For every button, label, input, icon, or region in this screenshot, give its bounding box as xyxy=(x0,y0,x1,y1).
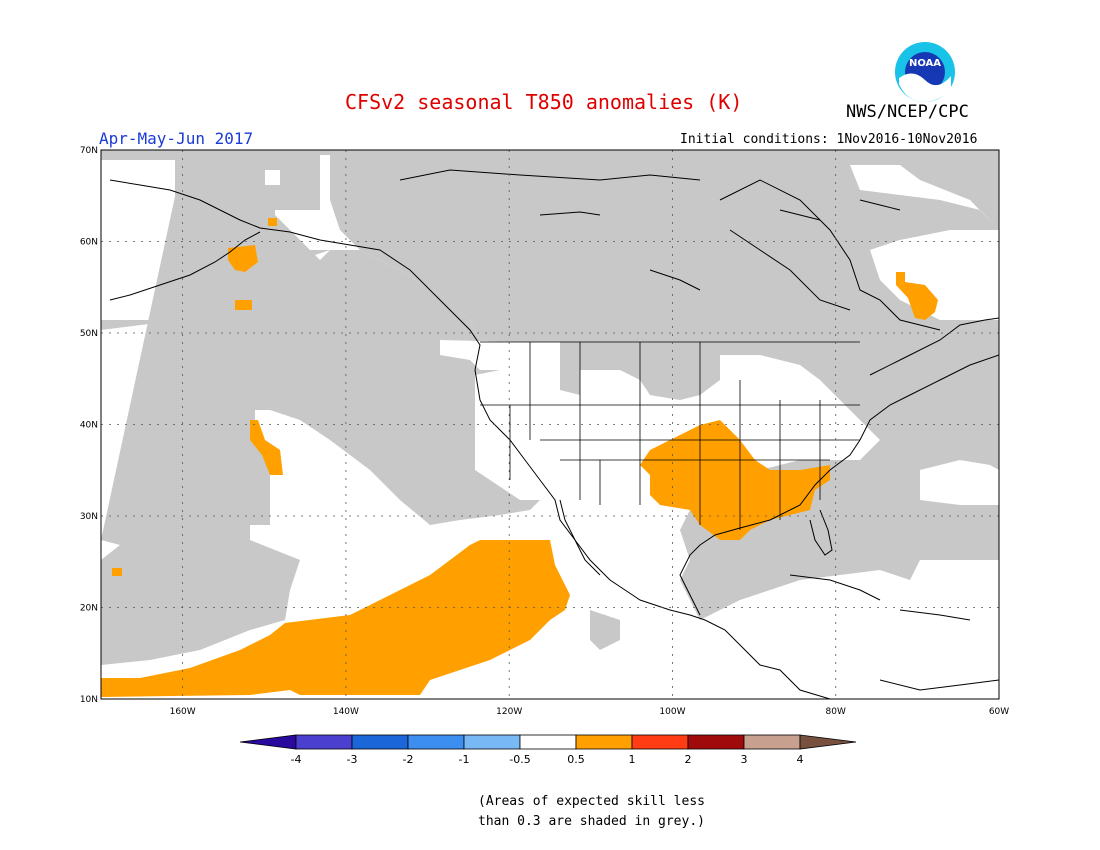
colorbar-label: 2 xyxy=(685,753,692,766)
colorbar-segment xyxy=(687,734,745,750)
colorbar-label: 3 xyxy=(741,753,748,766)
logo-text: NOAA xyxy=(909,58,941,69)
agency-label: NWS/NCEP/CPC xyxy=(846,102,969,122)
colorbar-arrow-low xyxy=(239,734,297,750)
noaa-logo: NOAA xyxy=(893,40,957,104)
colorbar-segment xyxy=(631,734,689,750)
longitude-labels: 160W 140W 120W 100W 80W 60W xyxy=(170,707,1010,717)
colorbar-segment xyxy=(351,734,409,750)
lon-label: 60W xyxy=(989,707,1009,717)
coastlines xyxy=(109,169,999,699)
map-frame xyxy=(100,149,1000,700)
latitude-labels: 70N 60N 50N 40N 30N 20N 10N xyxy=(80,146,98,705)
lon-label: 80W xyxy=(826,707,846,717)
colorbar: -4 -3 -2 -1 -0.5 0.5 1 2 3 4 xyxy=(239,734,857,766)
colorbar-segment xyxy=(295,734,353,750)
colorbar-label: -4 xyxy=(291,753,302,766)
colorbar-label: 4 xyxy=(797,753,804,766)
lat-label: 50N xyxy=(80,329,98,339)
footnote-line1: (Areas of expected skill less xyxy=(478,794,705,809)
footnote-line2: than 0.3 are shaded in grey.) xyxy=(478,814,705,829)
colorbar-label: -3 xyxy=(347,753,358,766)
colorbar-segment xyxy=(519,734,577,750)
lat-label: 30N xyxy=(80,512,98,522)
lon-label: 160W xyxy=(170,707,196,717)
lat-label: 20N xyxy=(80,604,98,614)
warm-anomaly-regions xyxy=(101,218,938,697)
lat-label: 40N xyxy=(80,421,98,431)
lat-label: 60N xyxy=(80,238,98,248)
colorbar-label: 0.5 xyxy=(567,753,585,766)
footnote: (Areas of expected skill less than 0.3 a… xyxy=(478,792,705,832)
lon-label: 100W xyxy=(659,707,685,717)
chart-title: CFSv2 seasonal T850 anomalies (K) xyxy=(345,90,743,114)
season-label: Apr-May-Jun 2017 xyxy=(99,129,254,148)
colorbar-segment xyxy=(743,734,801,750)
colorbar-segment xyxy=(575,734,633,750)
low-skill-regions xyxy=(101,150,999,665)
colorbar-segment xyxy=(407,734,465,750)
colorbar-arrow-high xyxy=(799,734,857,750)
graticule xyxy=(101,150,999,699)
lat-label: 10N xyxy=(80,695,98,705)
lon-label: 140W xyxy=(333,707,359,717)
normal-regions xyxy=(265,165,999,505)
colorbar-label: 1 xyxy=(629,753,636,766)
lon-label: 120W xyxy=(496,707,522,717)
colorbar-segment xyxy=(463,734,521,750)
colorbar-label: -0.5 xyxy=(509,753,530,766)
colorbar-label: -1 xyxy=(459,753,470,766)
lat-label: 70N xyxy=(80,146,98,156)
colorbar-label: -2 xyxy=(403,753,414,766)
initial-conditions-label: Initial conditions: 1Nov2016-10Nov2016 xyxy=(680,132,978,147)
state-borders xyxy=(480,341,860,530)
